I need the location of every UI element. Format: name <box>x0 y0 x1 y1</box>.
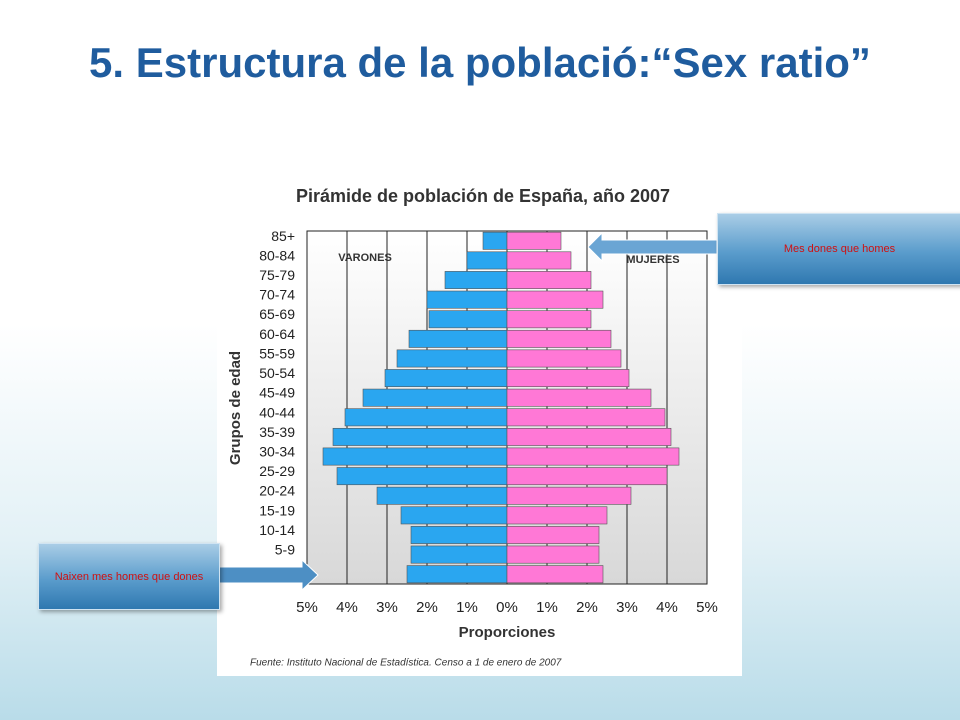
bar <box>426 290 508 309</box>
bar <box>362 388 508 407</box>
bar <box>506 271 592 289</box>
legend-label: MUJERES <box>626 254 679 266</box>
y-tick-label: 45-49 <box>259 385 295 401</box>
x-tick-label: 4% <box>656 599 678 616</box>
bar <box>506 310 592 329</box>
x-tick-label: 5% <box>696 599 718 616</box>
x-tick-label: 0% <box>496 599 518 616</box>
y-tick-label: 10-14 <box>259 522 295 538</box>
x-tick-label: 3% <box>376 599 398 616</box>
y-tick-label: 75-79 <box>259 267 295 283</box>
bar <box>506 427 672 446</box>
bar <box>400 506 508 525</box>
x-tick-label: 2% <box>576 599 598 616</box>
y-tick-label: 65-69 <box>259 306 295 322</box>
chart-title: Pirámide de población de España, año 200… <box>296 186 670 206</box>
bar <box>410 545 508 564</box>
x-tick-label: 2% <box>416 599 438 616</box>
x-tick-label: 4% <box>336 599 358 616</box>
bar <box>344 408 508 427</box>
bar <box>506 388 652 407</box>
bar <box>506 251 572 270</box>
legend-label: VARONES <box>338 252 392 264</box>
y-tick-label: 85+ <box>271 228 295 244</box>
bar <box>506 486 632 505</box>
bar <box>332 427 508 446</box>
y-tick-label: 25-29 <box>259 463 295 479</box>
callout: Naixen mes homes que dones <box>38 543 220 610</box>
bar <box>506 329 612 348</box>
slide-title: 5. Estructura de la població:“Sex ratio” <box>89 39 871 86</box>
bar <box>506 231 562 250</box>
bar <box>506 506 608 525</box>
bar <box>506 290 604 309</box>
callout: Mes dones que homes <box>717 213 960 285</box>
bar <box>506 467 668 486</box>
bar <box>506 349 622 368</box>
y-tick-label: 15-19 <box>259 502 295 518</box>
y-axis-label: Grupos de edad <box>227 351 244 465</box>
x-tick-label: 1% <box>536 599 558 616</box>
bar <box>466 251 508 270</box>
bar <box>408 329 508 348</box>
x-tick-label: 3% <box>616 599 638 616</box>
y-tick-label: 5-9 <box>275 542 295 558</box>
bar <box>506 565 604 584</box>
bar <box>506 369 630 388</box>
bar <box>506 447 680 466</box>
bar <box>506 545 600 564</box>
x-tick-label: 5% <box>296 599 318 616</box>
bar <box>384 369 508 388</box>
bar <box>322 447 508 466</box>
y-tick-label: 40-44 <box>259 404 295 420</box>
bar <box>336 467 508 486</box>
y-tick-label: 70-74 <box>259 287 295 303</box>
x-axis-label: Proporciones <box>459 624 556 641</box>
bar <box>506 526 600 544</box>
bar <box>406 565 508 584</box>
bar <box>506 408 666 427</box>
y-tick-label: 80-84 <box>259 247 295 263</box>
y-tick-label: 35-39 <box>259 424 295 440</box>
bar <box>410 526 508 544</box>
bar <box>376 486 508 505</box>
y-tick-label: 55-59 <box>259 345 295 361</box>
bar <box>444 271 508 289</box>
bar <box>396 349 508 368</box>
y-tick-label: 60-64 <box>259 326 295 342</box>
y-tick-label: 50-54 <box>259 365 295 381</box>
y-tick-label: 20-24 <box>259 483 295 499</box>
x-tick-label: 1% <box>456 599 478 616</box>
bar <box>482 231 508 250</box>
bar <box>428 310 508 329</box>
y-tick-label: 30-34 <box>259 444 295 460</box>
source: Fuente: Instituto Nacional de Estadístic… <box>250 658 562 669</box>
